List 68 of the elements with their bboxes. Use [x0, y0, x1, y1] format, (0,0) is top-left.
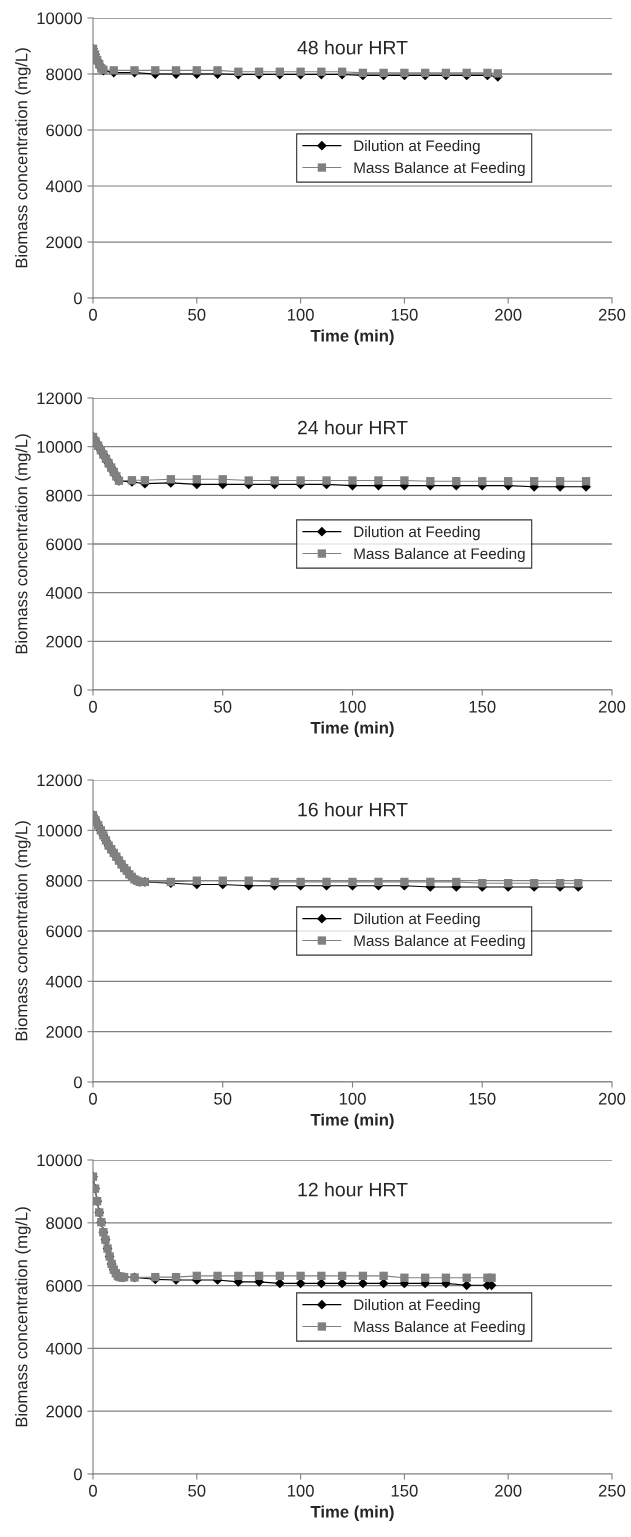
y-tick-label: 0	[73, 684, 82, 697]
y-tick-label: 10000	[37, 824, 82, 837]
text: 12 hour HRT	[298, 1182, 408, 1197]
y-axis-title: Biomass concentration (mg/L)	[15, 1207, 31, 1427]
y-tick-label: 8000	[46, 489, 82, 502]
y-tick-label: 6000	[46, 925, 82, 938]
x-tick-label: 150	[391, 308, 418, 321]
x-tick-label: 200	[495, 1484, 522, 1497]
y-tick-label: 10000	[37, 12, 82, 25]
y-tick-label: 8000	[46, 1217, 82, 1229]
y-tick-label: 10000	[37, 1154, 82, 1167]
y-tick-label: 4000	[45, 975, 82, 988]
y-axis-title: Biomass concentration (mg/L)	[15, 821, 31, 1041]
y-tick-label: 12000	[37, 392, 82, 405]
y-tick-label: 2000	[46, 1026, 82, 1038]
x-tick-label: 250	[598, 1484, 626, 1497]
y-tick-label: 6000	[46, 124, 82, 137]
x-tick-label: 200	[495, 308, 522, 321]
x-tick-label: 0	[89, 1484, 97, 1497]
y-tick-label: 0	[73, 292, 82, 305]
y-tick-label: 2000	[46, 635, 82, 648]
y-tick-label: 4000	[45, 180, 82, 193]
x-tick-label: 50	[214, 700, 232, 713]
y-tick-label: 8000	[46, 875, 82, 887]
y-tick-label: 2000	[46, 236, 82, 249]
legend-label: Dilution at Feeding	[354, 912, 480, 928]
y-tick-label: 4000	[45, 587, 82, 599]
x-tick-label: 50	[214, 1092, 232, 1105]
x-tick-label: 100	[287, 1484, 314, 1497]
legend-label: Dilution at Feeding	[354, 525, 480, 541]
legend-label: Mass Balance at Feeding	[354, 161, 525, 177]
x-tick-label: 200	[598, 700, 626, 713]
text: 24 hour HRT	[298, 420, 408, 435]
x-tick-label: 100	[339, 1092, 366, 1105]
y-tick-label: 2000	[46, 1405, 82, 1418]
legend-label: Mass Balance at Feeding	[354, 547, 525, 563]
x-axis-title: Time (min)	[310, 1505, 394, 1522]
legend-label: Mass Balance at Feeding	[354, 1320, 525, 1336]
x-tick-label: 50	[188, 308, 206, 321]
x-tick-label: 150	[469, 700, 496, 713]
y-tick-label: 4000	[45, 1342, 82, 1355]
x-axis-title: Time (min)	[310, 329, 394, 346]
y-tick-label: 10000	[37, 441, 82, 453]
y-axis-title: Biomass concentration (mg/L)	[15, 434, 31, 654]
y-axis-title: Biomass concentration (mg/L)	[15, 48, 31, 268]
y-tick-label: 8000	[46, 68, 82, 81]
x-tick-label: 150	[469, 1092, 496, 1105]
y-tick-label: 12000	[37, 774, 82, 787]
legend-label: Dilution at Feeding	[354, 1298, 480, 1314]
text: 16 hour HRT	[298, 802, 408, 817]
y-tick-label: 0	[73, 1468, 82, 1481]
x-tick-label: 100	[339, 700, 366, 713]
y-tick-label: 0	[73, 1076, 82, 1089]
x-tick-label: 150	[391, 1484, 418, 1497]
x-tick-label: 50	[188, 1484, 206, 1497]
x-axis-title: Time (min)	[310, 1113, 394, 1130]
x-tick-label: 0	[89, 308, 97, 321]
y-tick-label: 6000	[46, 1280, 82, 1292]
text: 48 hour HRT	[297, 40, 408, 55]
x-tick-label: 100	[287, 308, 314, 321]
x-tick-label: 200	[598, 1092, 626, 1105]
x-axis-title: Time (min)	[310, 721, 394, 738]
x-tick-label: 0	[89, 700, 97, 713]
legend-label: Dilution at Feeding	[354, 139, 480, 155]
legend-label: Mass Balance at Feeding	[354, 934, 525, 950]
x-tick-label: 0	[89, 1092, 97, 1105]
x-tick-label: 250	[598, 308, 626, 321]
y-tick-label: 6000	[46, 538, 82, 551]
